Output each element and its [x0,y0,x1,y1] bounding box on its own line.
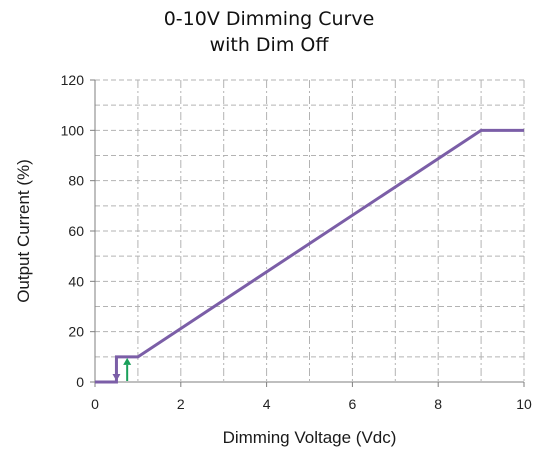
up-arrow-head [123,357,132,365]
chart-title-line-1: 0-10V Dimming Curve [163,8,375,30]
grid-lines [95,79,525,382]
series-layer [95,128,524,384]
annotations-layer [112,357,132,381]
x-tick-label: 2 [177,396,185,412]
axes [90,79,525,387]
down-arrow-head [112,374,121,381]
x-axis-label: Dimming Voltage (Vdc) [223,428,397,447]
x-tick-label: 8 [434,396,442,412]
y-axis-label: Output Current (%) [14,159,33,303]
y-tick-label: 60 [68,223,84,239]
y-tick-label: 80 [68,173,84,189]
x-tick-label: 10 [516,396,532,412]
x-tick-label: 4 [263,396,271,412]
series-line [95,128,524,384]
x-tick-label: 0 [91,396,99,412]
y-tick-label: 40 [68,273,84,289]
y-tick-label: 100 [61,122,85,138]
chart-title-line-2: with Dim Off [209,34,329,56]
x-tick-label: 6 [349,396,357,412]
y-tick-label: 0 [76,374,84,390]
y-tick-label: 120 [61,72,85,88]
y-tick-label: 20 [68,324,84,340]
